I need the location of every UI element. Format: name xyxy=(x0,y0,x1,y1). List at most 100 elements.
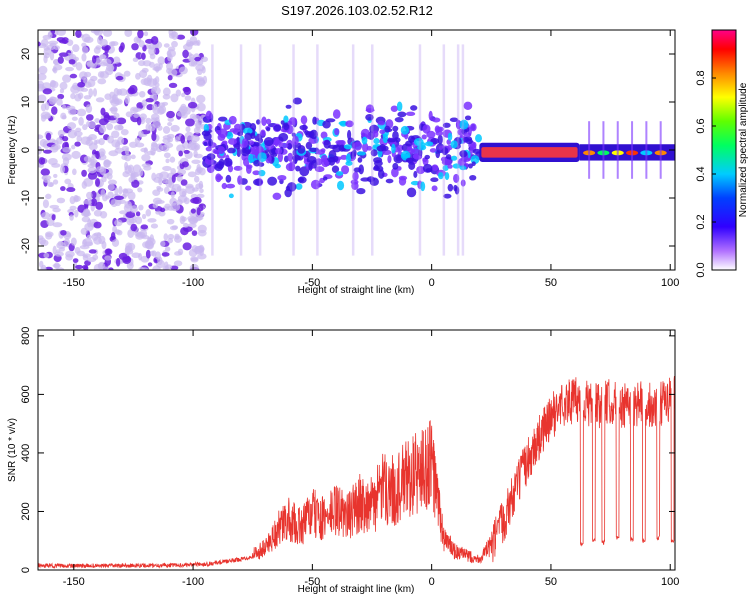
spectrogram-blob xyxy=(129,84,138,94)
spectrogram-blob xyxy=(228,193,234,199)
spectrogram-blob xyxy=(405,111,416,117)
spectrogram-blob xyxy=(293,156,298,164)
spectrogram-blob xyxy=(62,74,72,83)
spectrogram-blob xyxy=(99,53,106,60)
spectrogram-blob xyxy=(135,72,141,80)
spectrogram-blob xyxy=(138,266,145,270)
spectrogram-blob xyxy=(68,59,76,65)
spectrogram-blob xyxy=(425,141,434,147)
spectrogram-blob xyxy=(145,117,152,124)
spectrogram-blob xyxy=(93,221,102,229)
spectrogram-blob xyxy=(390,105,398,112)
snr-y-tick-label: 600 xyxy=(20,385,32,403)
spectrogram-blob xyxy=(93,209,103,217)
spectrogram-blob xyxy=(109,107,118,112)
spectrogram-blob xyxy=(447,183,454,192)
snr-x-tick-label: -50 xyxy=(304,576,320,588)
spectrogram-blob xyxy=(47,181,55,188)
spectrogram-blob xyxy=(272,192,282,200)
spectrogram-blob xyxy=(400,125,410,135)
spectrogram-blob xyxy=(106,123,114,131)
spectrogram-blob xyxy=(365,108,375,113)
spectrogram-blob xyxy=(165,158,170,164)
spectrogram-blob xyxy=(170,93,179,103)
spectrogram-blob xyxy=(52,263,61,268)
spectrogram-streak xyxy=(602,121,605,179)
spectrogram-blob xyxy=(184,131,194,141)
spectrogram-blob xyxy=(173,260,183,267)
spectrogram-blob xyxy=(56,37,66,42)
spectrogram-blob xyxy=(56,197,66,204)
spectrogram-blob xyxy=(98,137,105,146)
spectrogram-blob xyxy=(140,78,149,86)
spectrogram-blob xyxy=(85,104,93,114)
spectrogram-blob xyxy=(137,30,144,39)
spectrogram-blob xyxy=(83,265,89,270)
spectrogram-blob xyxy=(320,131,328,139)
spectrogram-blob xyxy=(326,156,336,163)
spectrogram-blob xyxy=(377,120,386,126)
spectrogram-blob xyxy=(197,253,207,260)
spectrogram-blob xyxy=(283,122,290,131)
spectrogram-y-label: Frequency (Hz) xyxy=(7,116,18,185)
spectrogram-blob xyxy=(57,56,64,64)
spectrogram-blob xyxy=(196,193,205,199)
spectrogram-blob xyxy=(131,179,140,188)
snr-marks xyxy=(38,375,675,569)
spectrogram-blob xyxy=(62,146,72,153)
snr-frame xyxy=(37,329,676,571)
spectrogram-blob xyxy=(177,168,187,176)
spectrogram-blob xyxy=(173,235,182,243)
spectrogram-blob xyxy=(193,126,201,134)
spectrogram-blob xyxy=(81,46,89,54)
spectrogram-blob xyxy=(75,127,82,133)
spectrogram-blob xyxy=(39,267,47,270)
spectrogram-x-tick-label: 100 xyxy=(661,277,679,289)
spectrogram-blob xyxy=(335,171,344,176)
spectrogram-blob xyxy=(167,75,173,81)
spectrogram-blob xyxy=(335,139,345,145)
spectrogram-blob xyxy=(72,168,77,176)
spectrogram-blob xyxy=(450,155,458,161)
spectrogram-blob xyxy=(258,169,266,177)
spectrogram-blob xyxy=(174,136,180,143)
spectrogram-blob xyxy=(376,165,384,172)
spectrogram-blob xyxy=(413,170,418,178)
spectrogram-blob xyxy=(42,88,53,95)
spectrogram-blob xyxy=(185,126,191,133)
spectrogram-blob xyxy=(273,124,282,132)
spectrogram-blob xyxy=(63,238,70,248)
snr-line xyxy=(38,375,675,569)
spectrogram-blob xyxy=(225,174,232,183)
spectrogram-blob xyxy=(157,106,165,115)
spectrogram-blob xyxy=(109,91,115,99)
spectrogram-blob xyxy=(472,141,477,149)
spectrogram-blob xyxy=(146,150,156,156)
spectrogram-blob xyxy=(109,97,114,104)
spectrogram-blob xyxy=(167,178,173,185)
spectrogram-blob xyxy=(295,183,303,190)
spectrogram-blob xyxy=(56,30,67,36)
spectrogram-blob xyxy=(152,265,161,270)
spectrogram-blob xyxy=(394,116,404,123)
spectrogram-blob xyxy=(97,262,106,269)
spectrogram-blob xyxy=(87,78,96,88)
spectrogram-blob xyxy=(266,127,271,132)
spectrogram-blob xyxy=(362,142,369,153)
spectrogram-blob xyxy=(379,129,386,135)
spectrogram-streak xyxy=(418,44,422,256)
spectrogram-blob xyxy=(194,56,201,62)
spectrogram-blob xyxy=(152,189,161,197)
spectrogram-blob xyxy=(62,136,69,142)
spectrogram-blob xyxy=(196,207,201,216)
spectrogram-blob xyxy=(126,216,135,226)
spectrogram-blob xyxy=(176,144,186,153)
snr-y-tick-label: 800 xyxy=(20,327,32,345)
spectrogram-blob xyxy=(288,161,296,172)
spectrogram-blob xyxy=(160,240,166,247)
spectrogram-blob xyxy=(459,119,469,130)
spectrogram-y-tick-label: 20 xyxy=(20,48,32,60)
spectrogram-blob xyxy=(205,110,213,120)
spectrogram-blob xyxy=(141,213,147,220)
spectrogram-blob xyxy=(129,141,138,148)
